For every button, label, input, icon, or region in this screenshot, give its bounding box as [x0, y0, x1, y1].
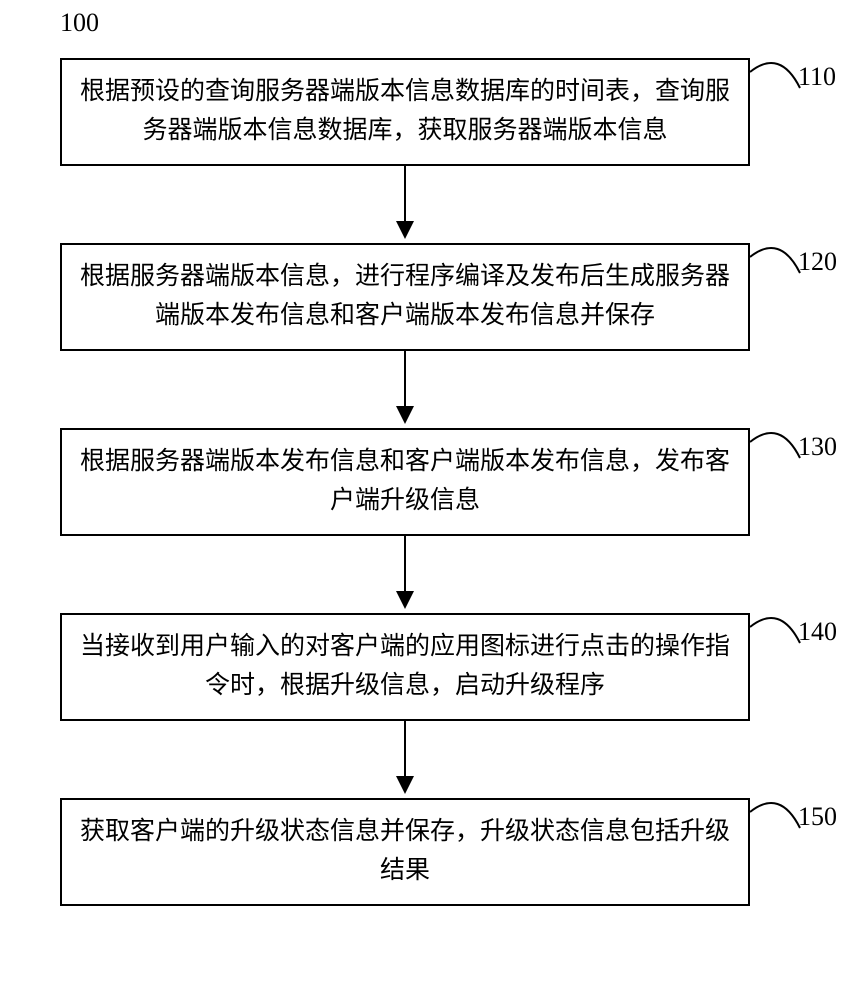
- step-text: 根据服务器端版本信息，进行程序编译及发布后生成服务器端版本发布信息和客户端版本发…: [80, 258, 730, 336]
- arrow-head: [396, 406, 414, 424]
- arrow-line: [404, 166, 406, 221]
- step-box-130: 根据服务器端版本发布信息和客户端版本发布信息，发布客户端升级信息: [60, 428, 750, 536]
- step-box-110: 根据预设的查询服务器端版本信息数据库的时间表，查询服务器端版本信息数据库，获取服…: [60, 58, 750, 166]
- step-text: 根据服务器端版本发布信息和客户端版本发布信息，发布客户端升级信息: [80, 443, 730, 521]
- step-box-150: 获取客户端的升级状态信息并保存，升级状态信息包括升级结果: [60, 798, 750, 906]
- arrow-head: [396, 221, 414, 239]
- figure-number: 100: [60, 8, 99, 38]
- step-text: 获取客户端的升级状态信息并保存，升级状态信息包括升级结果: [80, 813, 730, 891]
- step-label-130: 130: [798, 432, 837, 462]
- step-label-150: 150: [798, 802, 837, 832]
- arrow-line: [404, 721, 406, 776]
- step-box-140: 当接收到用户输入的对客户端的应用图标进行点击的操作指令时，根据升级信息，启动升级…: [60, 613, 750, 721]
- step-box-120: 根据服务器端版本信息，进行程序编译及发布后生成服务器端版本发布信息和客户端版本发…: [60, 243, 750, 351]
- step-text: 当接收到用户输入的对客户端的应用图标进行点击的操作指令时，根据升级信息，启动升级…: [80, 628, 730, 706]
- arrow-line: [404, 536, 406, 591]
- step-text: 根据预设的查询服务器端版本信息数据库的时间表，查询服务器端版本信息数据库，获取服…: [80, 73, 730, 151]
- arrow-head: [396, 591, 414, 609]
- step-label-140: 140: [798, 617, 837, 647]
- step-label-110: 110: [798, 62, 836, 92]
- step-label-120: 120: [798, 247, 837, 277]
- flowchart-canvas: 100 根据预设的查询服务器端版本信息数据库的时间表，查询服务器端版本信息数据库…: [0, 0, 851, 1000]
- arrow-head: [396, 776, 414, 794]
- arrow-line: [404, 351, 406, 406]
